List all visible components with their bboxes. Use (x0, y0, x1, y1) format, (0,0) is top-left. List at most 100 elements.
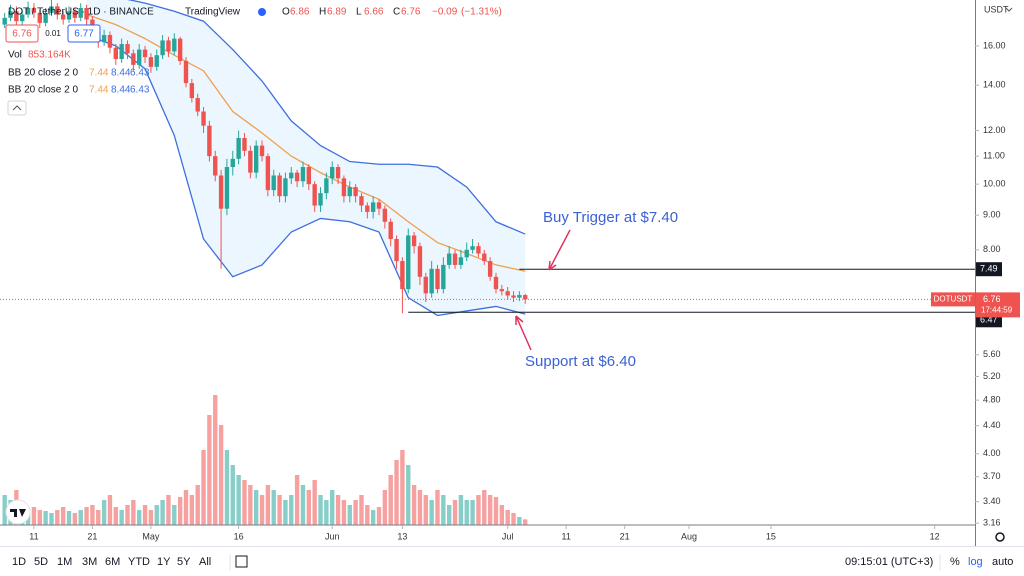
y-tick-label: 3.16 (983, 518, 1001, 528)
settings-icon[interactable] (995, 532, 1005, 542)
candle-body (253, 145, 259, 173)
volume-bar (271, 490, 276, 525)
scale-option[interactable]: log (968, 556, 983, 568)
currency[interactable]: USDT (984, 4, 1009, 14)
timeframe-button[interactable]: 5D (34, 556, 48, 568)
volume-bar (148, 510, 154, 525)
candle-body (78, 7, 83, 18)
candle-body (113, 47, 119, 60)
candle-body (406, 235, 411, 290)
candle-body (166, 40, 171, 52)
candle-body (411, 235, 417, 247)
y-tick-label: 4.40 (983, 420, 1001, 430)
y-tick-label: 11.00 (983, 151, 1005, 161)
timeframe-button[interactable]: 6M (105, 556, 120, 568)
candle-body (400, 261, 405, 290)
band-middle (86, 13, 526, 272)
volume-bar (470, 500, 475, 525)
candle-body (201, 111, 206, 126)
bb-middle: 7.44 (89, 68, 109, 79)
candle-body (353, 187, 358, 197)
vol-label: Vol (8, 50, 22, 61)
volume-bar (347, 505, 352, 525)
buy-price[interactable]: 6.77 (74, 29, 94, 40)
candle-body (417, 246, 423, 277)
scale-option[interactable]: % (950, 556, 960, 568)
candle-body (213, 156, 218, 176)
volume-bar (259, 495, 265, 525)
calendar-icon[interactable] (235, 555, 248, 568)
volume-bar (66, 511, 72, 525)
volume-bar (101, 500, 107, 525)
ohlc-value: 6.86 (290, 7, 310, 18)
level-tag-label: 7.49 (980, 264, 998, 274)
volume-bar (31, 507, 37, 525)
volume-bar (294, 475, 300, 525)
candle-body (365, 205, 370, 212)
scale-option[interactable]: auto (992, 556, 1013, 568)
buy-box[interactable] (67, 24, 101, 43)
axes: 3.16 3.40 3.70 4.00 4.40 4.80 5.20 5.60 8.00 9.00… (29, 40, 1020, 541)
timeframe-button[interactable]: 3M (82, 556, 97, 568)
level-tag-label: 6.47 (980, 315, 998, 325)
candle-body (435, 268, 440, 290)
candle-body (183, 60, 189, 84)
volume-bar (370, 510, 376, 525)
volume-bar (49, 513, 54, 525)
ohlc-value: 6.66 (364, 7, 384, 18)
candle-body (359, 196, 364, 206)
candle-body (464, 249, 469, 258)
volume-bar (137, 510, 142, 525)
y-tick-label: 8.00 (983, 244, 1001, 254)
volume-bar (482, 490, 487, 525)
volume-bar (411, 485, 417, 525)
timeframe-button[interactable]: 1Y (157, 556, 171, 568)
volume-bar (224, 450, 230, 525)
timeframe-button[interactable]: 1D (12, 556, 26, 568)
volume-bar (142, 505, 148, 525)
candle-body (119, 44, 124, 60)
candle-body (306, 167, 312, 185)
candle-body (230, 158, 235, 168)
collapse-button[interactable] (7, 100, 27, 116)
annotation: Buy Trigger at $7.40 (543, 209, 678, 226)
volume-bar (166, 495, 171, 525)
volume-bar (107, 495, 113, 525)
x-tick-label: 21 (87, 531, 97, 541)
candle-body (55, 6, 60, 15)
x-tick-label: 13 (397, 531, 407, 541)
volume-bar (72, 513, 78, 525)
candle-body (283, 178, 288, 197)
ohlc-value: 6.76 (401, 7, 421, 18)
timeframe-button[interactable]: YTD (128, 556, 150, 568)
volume-bar (84, 507, 89, 525)
candle-body (523, 295, 528, 300)
currency-chevron (1005, 7, 1013, 12)
volume-bar (487, 495, 493, 525)
timeframe-button[interactable]: All (199, 556, 211, 568)
volume-bar (248, 485, 253, 525)
logo-badge (5, 499, 31, 525)
volume-bar (452, 500, 458, 525)
volume-bar (441, 495, 446, 525)
candle-body (248, 150, 253, 173)
candle-body (137, 49, 142, 65)
clock[interactable]: 09:15:01 (UTC+3) (845, 556, 933, 568)
candle-body (482, 253, 487, 262)
bottom-toolbar: 09:15:01 (UTC+3) 1D 5D 1M 3M 6M YTD 1Y 5Y All% lo… (12, 554, 1013, 570)
sell-box[interactable] (5, 24, 39, 43)
timeframe-button[interactable]: 5Y (177, 556, 191, 568)
bb-upper: 8.44 (111, 68, 131, 79)
sell-price[interactable]: 6.76 (12, 29, 32, 40)
volume-bar (201, 450, 206, 525)
candle-body (493, 276, 499, 290)
annotation: Support at $6.40 (525, 353, 636, 370)
timeframe-button[interactable]: 1M (57, 556, 72, 568)
annotations: Buy Trigger at $7.40 Support at $6.40 (515, 209, 678, 370)
volume-bar (376, 507, 382, 525)
candle-body (277, 175, 282, 197)
candle-body (14, 11, 19, 22)
price-tag-label: 6.76 (983, 294, 1001, 304)
candle-body (499, 289, 505, 292)
